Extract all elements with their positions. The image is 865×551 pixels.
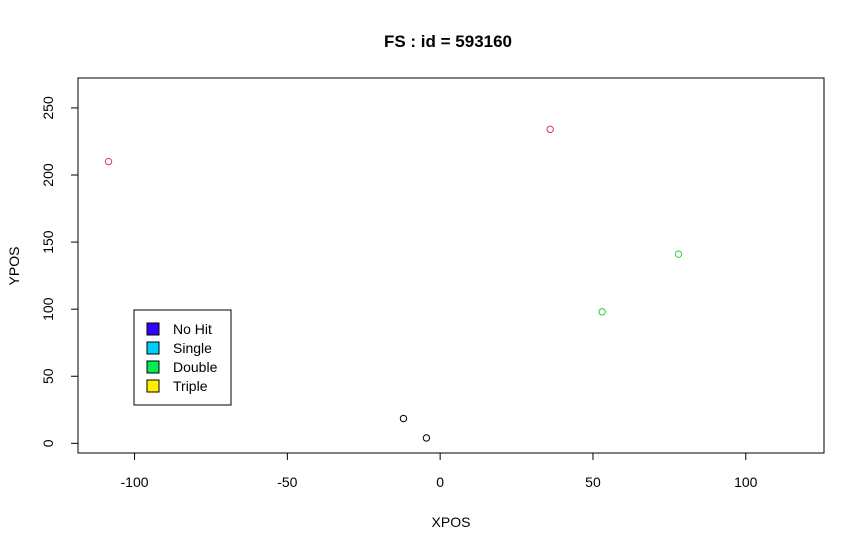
x-axis-label: XPOS <box>432 514 471 530</box>
y-tick-label: 200 <box>40 163 56 187</box>
y-tick-label: 150 <box>40 230 56 254</box>
x-tick-label: 0 <box>436 474 444 490</box>
data-point <box>674 250 683 258</box>
y-axis: 0 50 100 150 200 250 <box>40 96 79 447</box>
data-point <box>399 414 408 423</box>
x-axis: -100 -50 0 50 100 <box>121 452 758 490</box>
legend-label: Double <box>173 359 218 375</box>
y-tick-label: 250 <box>40 96 56 120</box>
x-tick-label: -50 <box>277 474 297 490</box>
y-tick-label: 50 <box>40 368 56 384</box>
data-points <box>104 125 683 442</box>
chart-title: FS : id = 593160 <box>384 32 512 51</box>
legend-items: No Hit Single Double Triple <box>146 321 218 394</box>
legend-label: No Hit <box>173 321 212 337</box>
legend-swatch <box>146 341 160 355</box>
x-tick-label: 50 <box>585 474 601 490</box>
y-tick-label: 100 <box>40 297 56 321</box>
x-tick-label: -100 <box>121 474 149 490</box>
legend-label: Triple <box>173 378 208 394</box>
y-axis-label: YPOS <box>6 247 22 286</box>
y-tick-label: 0 <box>40 439 56 447</box>
data-point <box>422 434 431 442</box>
data-point <box>104 157 113 166</box>
data-point <box>598 308 606 316</box>
legend-swatch <box>146 360 160 374</box>
legend-swatch <box>146 379 160 393</box>
data-point <box>546 125 554 134</box>
legend-label: Single <box>173 340 212 356</box>
legend: No Hit Single Double Triple <box>133 309 232 406</box>
legend-swatch <box>146 322 160 336</box>
x-tick-label: 100 <box>734 474 758 490</box>
